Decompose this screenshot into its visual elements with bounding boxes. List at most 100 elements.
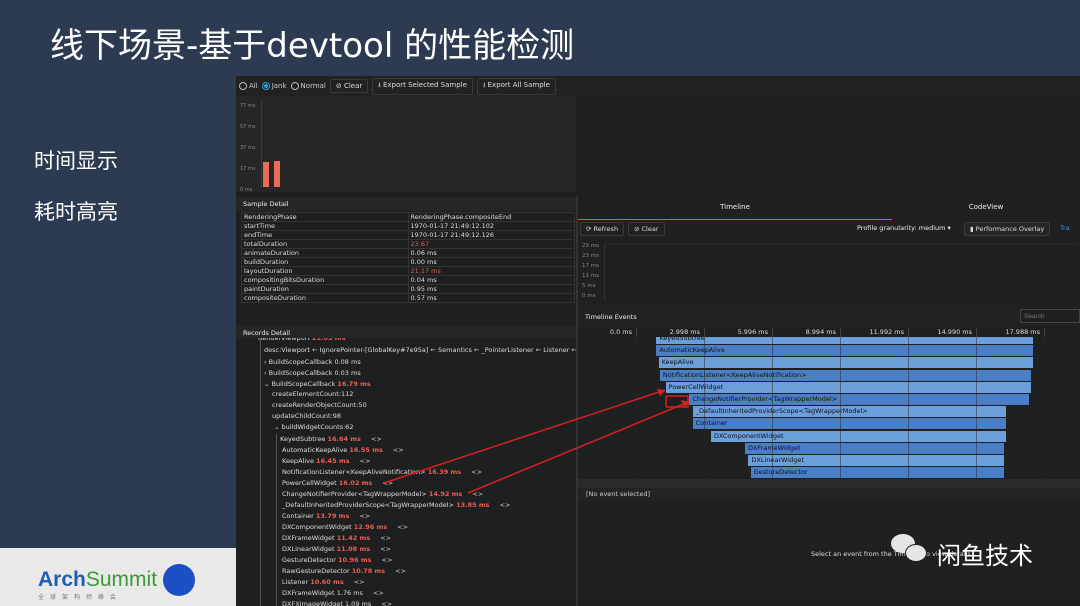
axis-tick-label: 2.998 ms: [669, 328, 700, 336]
code-icon[interactable]: <>: [380, 545, 392, 553]
record-item[interactable]: › BuildScopeCallback 0.08 ms: [264, 358, 361, 366]
tree-guide: [276, 434, 277, 606]
jank-bar[interactable]: [274, 161, 280, 187]
record-item[interactable]: RenderViewport 21.03 ms: [258, 338, 345, 342]
flame-gridline: [636, 337, 637, 479]
search-input[interactable]: [1020, 309, 1080, 323]
record-item[interactable]: ⌄ BuildScopeCallback 16.79 ms: [264, 380, 371, 388]
flame-bar-keyedsubtree[interactable]: KeyedSubtree: [656, 337, 1034, 344]
code-icon[interactable]: <>: [353, 578, 365, 586]
flame-bar-dxcomponentwidget[interactable]: DXComponentWidget: [710, 430, 1006, 442]
code-icon[interactable]: <>: [372, 589, 384, 597]
record-item[interactable]: Listener 10.60 ms <>: [282, 578, 365, 586]
record-time: 10.96 ms: [338, 556, 372, 564]
flame-bar-automatickeepalive[interactable]: AutomaticKeepAlive: [656, 345, 1034, 357]
record-item[interactable]: KeepAlive 16.45 ms <>: [282, 457, 370, 465]
record-name: ⌄ buildWidgetCounts:62: [274, 423, 354, 431]
record-item[interactable]: NotificationListener<KeepAliveNotificati…: [282, 468, 482, 476]
frame-y-tick: 0 ms: [582, 293, 596, 299]
record-item[interactable]: ⌄ buildWidgetCounts:62: [274, 423, 354, 431]
jank-bar[interactable]: [263, 161, 269, 187]
flame-gridline: [772, 337, 773, 479]
y-axis: [261, 100, 262, 188]
flame-bar-gesturedetector[interactable]: GestureDetector: [750, 467, 1004, 479]
filter-jank[interactable]: Jank: [261, 82, 287, 90]
record-name: DXFrameWidget: [282, 534, 335, 542]
splitter[interactable]: [576, 196, 578, 606]
code-icon[interactable]: <>: [382, 479, 394, 487]
flame-bar-dxframewidget[interactable]: DXFrameWidget: [744, 442, 1004, 454]
record-time: 13.79 ms: [315, 512, 350, 520]
y-tick-label: 0 ms: [240, 187, 253, 193]
flame-gridline: [976, 337, 977, 479]
anniversary-logo-icon: [163, 564, 195, 596]
code-icon[interactable]: <>: [472, 490, 484, 498]
clear-button[interactable]: ⊘ Clear: [329, 79, 369, 93]
record-name: KeepAlive: [282, 457, 314, 465]
record-item[interactable]: DXFrameWidget 1.76 ms <>: [282, 589, 384, 597]
frame-plot-area: [604, 243, 1078, 301]
flame-bar-powercellwidget[interactable]: PowerCellWidget: [665, 381, 1031, 393]
record-item[interactable]: createElementCount:112: [272, 390, 353, 398]
record-item[interactable]: KeyedSubtree 16.64 ms <>: [280, 435, 382, 443]
flame-bar-keepalive[interactable]: KeepAlive: [658, 357, 1034, 369]
flame-bar-dxlinearwidget[interactable]: DXLinearWidget: [748, 455, 1004, 466]
record-name: desc:Viewport ← IgnorePointer-[GlobalKey…: [264, 346, 576, 354]
record-item[interactable]: PowerCellWidget 16.02 ms <>: [282, 479, 393, 487]
export-selected-button[interactable]: ⭳ Export Selected Sample: [372, 77, 473, 95]
resize-handle[interactable]: [578, 479, 1080, 488]
code-icon[interactable]: <>: [397, 523, 409, 531]
code-icon[interactable]: <>: [359, 457, 371, 465]
granularity-dropdown[interactable]: Profile granularity: medium ▾: [857, 224, 951, 232]
flame-bar-changenotifierprovidertagwrappermodel[interactable]: ChangeNotifierProvider<TagWrapperModel>: [689, 394, 1029, 405]
record-item[interactable]: updateChildCount:98: [272, 412, 341, 420]
y-tick-label: 57 ms: [240, 124, 256, 130]
timeline-events-title: Timeline Events: [578, 309, 1080, 326]
flame-bar-defaultinheritedproviderscopetagwrappermodel[interactable]: _DefaultInheritedProviderScope<TagWrappe…: [692, 406, 1006, 418]
code-icon[interactable]: <>: [392, 446, 404, 454]
flame-bar-notificationlistenerkeepalivenotification[interactable]: NotificationListener<KeepAliveNotificati…: [659, 369, 1031, 381]
tab-codeview[interactable]: CodeView: [968, 203, 1004, 211]
axis-gridline: [704, 328, 705, 337]
code-icon[interactable]: <>: [395, 567, 407, 575]
code-icon[interactable]: <>: [359, 512, 371, 520]
code-icon[interactable]: <>: [381, 600, 393, 606]
code-icon[interactable]: <>: [499, 501, 511, 509]
record-item[interactable]: desc:Viewport ← IgnorePointer-[GlobalKey…: [264, 346, 576, 354]
record-item[interactable]: DXFrameWidget 11.42 ms <>: [282, 534, 391, 542]
record-time: 13.85 ms: [456, 501, 490, 509]
record-item[interactable]: ChangeNotifierProvider<TagWrapperModel> …: [282, 490, 483, 498]
record-item[interactable]: DXComponentWidget 12.96 ms <>: [282, 523, 408, 531]
record-item[interactable]: AutomaticKeepAlive 16.55 ms <>: [282, 446, 404, 454]
refresh-button[interactable]: ⟳ Refresh: [580, 222, 625, 236]
record-item[interactable]: DXLinearWidget 11.08 ms <>: [282, 545, 391, 553]
record-item[interactable]: Container 13.79 ms <>: [282, 512, 370, 520]
flame-gridline: [908, 337, 909, 479]
record-item[interactable]: _DefaultInheritedProviderScope<TagWrappe…: [282, 501, 510, 509]
code-icon[interactable]: <>: [370, 435, 382, 443]
filter-all[interactable]: All: [239, 82, 258, 90]
export-all-button[interactable]: ⭳ Export All Sample: [476, 77, 556, 95]
record-time: 16.45 ms: [316, 457, 350, 465]
filter-normal[interactable]: Normal: [290, 82, 326, 90]
tab-timeline[interactable]: Timeline: [578, 196, 892, 220]
performance-overlay-button[interactable]: ▮ Performance Overlay: [964, 222, 1051, 236]
jank-chart: 77 ms 57 ms 37 ms 17 ms 0 ms: [236, 96, 576, 193]
track-button[interactable]: Tra: [1060, 224, 1070, 232]
logo-sub: 全球架构师峰会: [38, 594, 123, 601]
record-item[interactable]: RawGestureDetector 10.78 ms <>: [282, 567, 406, 575]
frame-y-tick: 17 ms: [582, 263, 599, 269]
record-time: 21.03 ms: [311, 338, 346, 342]
record-item[interactable]: GestureDetector 10.96 ms <>: [282, 556, 392, 564]
code-icon[interactable]: <>: [380, 534, 392, 542]
code-icon[interactable]: <>: [381, 556, 393, 564]
timeline-panel: Timeline CodeView ⟳ Refresh ⊘ Clear Prof…: [578, 196, 1080, 606]
record-item[interactable]: › BuildScopeCallback 0.03 ms: [264, 369, 361, 377]
flame-bar-container[interactable]: Container: [692, 418, 1006, 430]
record-name: RenderViewport: [258, 338, 310, 342]
record-item[interactable]: createRenderObjectCount:50: [272, 401, 367, 409]
timeline-clear-button[interactable]: ⊘ Clear: [628, 222, 665, 236]
record-time: 10.78 ms: [351, 567, 386, 575]
record-item[interactable]: DXFXImageWidget 1.09 ms <>: [282, 600, 392, 606]
code-icon[interactable]: <>: [471, 468, 483, 476]
